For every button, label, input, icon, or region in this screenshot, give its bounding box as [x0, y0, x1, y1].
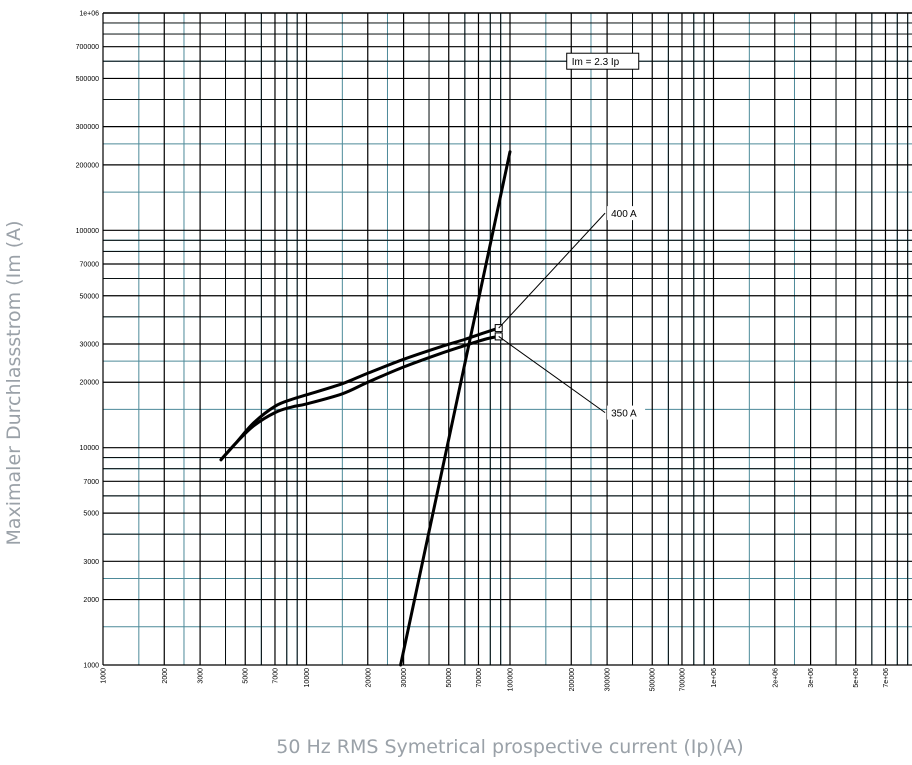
x-tick-label: 5e+06: [853, 668, 860, 688]
y-tick-label: 70000: [80, 261, 100, 268]
y-tick-label: 500000: [76, 76, 99, 83]
series-line-1: [219, 326, 501, 462]
x-tick-label: 2e+06: [772, 668, 779, 688]
annotation-label: Im = 2.3 Ip: [572, 57, 620, 68]
y-tick-label: 3000: [83, 559, 99, 566]
x-tick-label: 10000: [304, 668, 311, 688]
x-tick-label: 50000: [446, 668, 453, 688]
minor-grid: [103, 13, 912, 665]
y-tick-label: 2000: [83, 597, 99, 604]
x-tick-label: 1e+06: [711, 668, 718, 688]
annotation-layer: Im = 2.3 Ip 400 A 350 A: [498, 52, 646, 420]
x-tick-label: 70000: [476, 668, 483, 688]
annotation-label: 350 A: [611, 409, 637, 420]
series-line-2: [219, 334, 501, 462]
y-tick-label: 100000: [76, 228, 99, 235]
y-tick-label: 200000: [76, 162, 99, 169]
series-line-3: [399, 150, 512, 667]
x-tick-label: 300000: [605, 668, 612, 691]
y-tick-labels: 1000 2000 3000 5000 7000 10000 20000 30000 50000…: [76, 11, 99, 670]
y-tick-label: 700000: [76, 44, 99, 51]
x-tick-label: 30000: [401, 668, 408, 688]
y-tick-label: 20000: [80, 380, 100, 387]
y-tick-label: 1e+06: [79, 11, 99, 18]
x-tick-label: 700000: [679, 668, 686, 691]
y-tick-label: 300000: [76, 124, 99, 131]
major-grid: [102, 12, 912, 666]
y-tick-label: 50000: [80, 293, 100, 300]
y-tick-label: 7000: [83, 479, 99, 486]
x-tick-label: 7000: [272, 668, 279, 684]
x-tick-labels: 1000 2000 3000 5000 7000 10000 20000 30000 50000…: [101, 668, 890, 691]
annotation-label: 400 A: [611, 209, 637, 220]
x-tick-label: 5000: [243, 668, 250, 684]
x-tick-label: 3e+06: [808, 668, 815, 688]
x-axis-label: 50 Hz RMS Symetrical prospective current…: [276, 736, 743, 758]
annotation-box: [566, 52, 640, 70]
x-tick-label: 3000: [198, 668, 205, 684]
annotation-background: [607, 405, 646, 420]
series-layer: [219, 150, 512, 667]
x-tick-label: 200000: [569, 668, 576, 691]
x-tick-label: 1000: [101, 668, 108, 684]
x-tick-label: 20000: [365, 668, 372, 688]
y-axis-label: Maximaler Durchlassstrom (Im (A): [3, 220, 25, 545]
x-tick-label: 500000: [650, 668, 657, 691]
y-tick-label: 1000: [83, 663, 99, 670]
y-tick-label: 30000: [80, 341, 100, 348]
annotation-leader-line: [498, 212, 606, 329]
x-tick-label: 2000: [162, 668, 169, 684]
y-tick-label: 10000: [80, 445, 100, 452]
x-tick-label: 100000: [508, 668, 515, 691]
y-tick-label: 5000: [83, 511, 99, 518]
annotation-background: [607, 206, 646, 221]
x-tick-label: 7e+06: [883, 668, 890, 688]
annotation-leader-line: [498, 336, 606, 414]
